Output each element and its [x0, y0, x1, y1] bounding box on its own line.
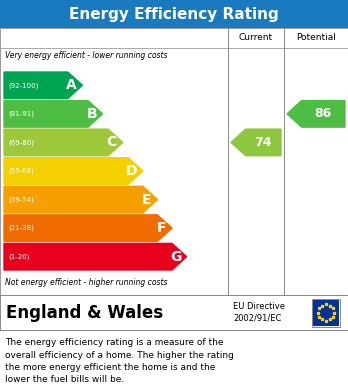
Polygon shape: [4, 72, 82, 99]
Text: (92-100): (92-100): [8, 82, 38, 88]
Polygon shape: [4, 186, 158, 213]
Text: Not energy efficient - higher running costs: Not energy efficient - higher running co…: [5, 278, 167, 287]
Text: The energy efficiency rating is a measure of the
overall efficiency of a home. T: The energy efficiency rating is a measur…: [5, 338, 234, 384]
Polygon shape: [4, 129, 123, 156]
Bar: [0, 28, 348, 295]
Bar: [312, 298, 340, 326]
Text: Very energy efficient - lower running costs: Very energy efficient - lower running co…: [5, 51, 167, 60]
Text: D: D: [126, 164, 138, 178]
Polygon shape: [4, 100, 103, 127]
Text: (1-20): (1-20): [8, 253, 29, 260]
Polygon shape: [4, 244, 187, 270]
Text: B: B: [86, 107, 97, 121]
Text: 86: 86: [315, 108, 332, 120]
Polygon shape: [231, 129, 281, 156]
Text: (81-91): (81-91): [8, 111, 34, 117]
Text: (21-38): (21-38): [8, 225, 34, 231]
Polygon shape: [287, 100, 345, 127]
Bar: [0, 295, 348, 330]
Text: Energy Efficiency Rating: Energy Efficiency Rating: [69, 7, 279, 22]
Text: (69-80): (69-80): [8, 139, 34, 146]
Text: Current: Current: [239, 34, 273, 43]
Text: Potential: Potential: [296, 34, 336, 43]
Text: (55-68): (55-68): [8, 168, 34, 174]
Text: (39-54): (39-54): [8, 196, 34, 203]
Bar: [0, 0, 348, 28]
Text: EU Directive
2002/91/EC: EU Directive 2002/91/EC: [233, 302, 285, 323]
Text: C: C: [107, 135, 117, 149]
Text: England & Wales: England & Wales: [6, 303, 163, 321]
Text: 74: 74: [254, 136, 272, 149]
Polygon shape: [4, 215, 172, 241]
Text: F: F: [156, 221, 166, 235]
Text: E: E: [142, 193, 151, 206]
Polygon shape: [4, 158, 143, 184]
Text: G: G: [170, 250, 181, 264]
Text: A: A: [66, 78, 77, 92]
Bar: [313, 300, 339, 325]
